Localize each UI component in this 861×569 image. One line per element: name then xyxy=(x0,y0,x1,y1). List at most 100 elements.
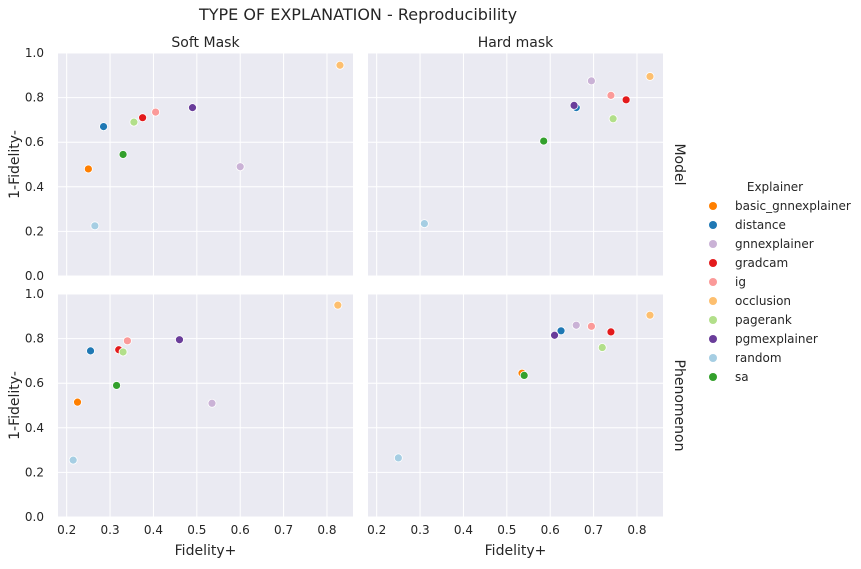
legend-marker xyxy=(709,259,717,267)
point-gnnexplainer xyxy=(587,76,596,86)
legend-marker xyxy=(709,335,717,343)
y-tick-label: 0.4 xyxy=(25,421,44,435)
point-basic_gnnexplainer xyxy=(83,164,93,174)
point-pgmexplainer xyxy=(175,335,184,345)
panel-phenomenon-soft-mask: 0.2 0.3 0.4 0.5 0.6 0.7 0.8 0.0 0.2 0.4 0.6 0.8 1.0 F… xyxy=(7,287,353,559)
point-pagerank xyxy=(118,347,128,357)
legend-item-pagerank: pagerank xyxy=(709,313,792,327)
x-tick-label: 0.6 xyxy=(231,523,250,537)
legend-item-gnnexplainer: gnnexplainer xyxy=(709,237,814,251)
column-label: Hard mask xyxy=(478,35,554,51)
point-sa xyxy=(112,381,121,390)
point-pagerank xyxy=(608,114,618,124)
point-pgmexplainer xyxy=(550,330,559,340)
x-tick-label: 0.4 xyxy=(454,523,473,537)
y-tick-label: 0.2 xyxy=(25,465,44,479)
y-tick-label: 1.0 xyxy=(25,287,44,301)
legend-marker xyxy=(709,316,717,324)
point-occlusion xyxy=(333,300,343,310)
y-tick-label: 0.4 xyxy=(25,180,44,194)
legend-marker xyxy=(709,240,717,248)
y-tick-label: 1.0 xyxy=(25,46,44,60)
point-sa xyxy=(539,136,549,146)
plot-area xyxy=(58,53,353,276)
chart-title: TYPE OF EXPLANATION - Reproducibility xyxy=(198,5,517,24)
legend: Explainer basic_gnnexplainer distance gnnex… xyxy=(709,180,851,384)
x-tick-label: 0.7 xyxy=(584,523,603,537)
x-tick-label: 0.6 xyxy=(541,523,560,537)
point-pgmexplainer xyxy=(569,101,579,110)
legend-marker xyxy=(709,202,717,210)
x-tick-label: 0.3 xyxy=(101,523,120,537)
x-tick-label: 0.8 xyxy=(627,523,646,537)
legend-item-basic_gnnexplainer: basic_gnnexplainer xyxy=(709,199,851,213)
point-ig xyxy=(151,107,161,117)
panel-model-hard-mask: Hard mask Model xyxy=(368,35,687,277)
point-sa xyxy=(519,370,529,380)
legend-item-ig: ig xyxy=(709,275,746,289)
x-tick-label: 0.2 xyxy=(367,523,386,537)
legend-label: ig xyxy=(735,275,746,289)
point-distance xyxy=(99,122,108,131)
legend-item-distance: distance xyxy=(709,218,786,232)
plot-area xyxy=(368,53,663,276)
x-axis-label: Fidelity+ xyxy=(485,543,547,559)
x-tick-label: 0.2 xyxy=(57,523,76,537)
point-gradcam xyxy=(606,327,616,337)
panel-phenomenon-hard-mask: 0.2 0.3 0.4 0.5 0.6 0.7 0.8 Phenomenon Fidelity+ xyxy=(367,293,687,559)
point-gnnexplainer xyxy=(235,162,245,172)
point-sa xyxy=(118,150,128,159)
row-label: Phenomenon xyxy=(671,360,687,452)
y-axis-label: 1-Fidelity- xyxy=(7,130,23,199)
panel-model-soft-mask: 0.0 0.2 0.4 0.6 0.8 1.0 Soft Mask 1-Fidelity- xyxy=(7,35,353,283)
y-tick-label: 0.8 xyxy=(25,91,44,105)
point-random xyxy=(393,453,403,463)
legend-label: sa xyxy=(735,370,749,384)
point-occlusion xyxy=(645,72,655,81)
x-tick-label: 0.5 xyxy=(187,523,206,537)
point-gradcam xyxy=(138,113,147,123)
legend-title: Explainer xyxy=(747,180,803,194)
y-tick-label: 0.0 xyxy=(25,510,44,524)
legend-marker xyxy=(709,278,717,286)
point-pgmexplainer xyxy=(188,103,197,113)
legend-item-random: random xyxy=(709,351,782,365)
row-label: Model xyxy=(671,143,687,185)
point-gnnexplainer xyxy=(571,320,581,330)
legend-item-pgmexplainer: pgmexplainer xyxy=(709,332,818,346)
y-tick-label: 0.8 xyxy=(25,332,44,346)
point-random xyxy=(419,219,429,228)
x-tick-label: 0.4 xyxy=(144,523,163,537)
point-basic_gnnexplainer xyxy=(73,397,82,407)
legend-label: occlusion xyxy=(735,294,791,308)
legend-label: random xyxy=(735,351,782,365)
point-ig xyxy=(606,90,616,100)
x-tick-label: 0.5 xyxy=(497,523,516,537)
legend-label: distance xyxy=(735,218,786,232)
legend-marker xyxy=(709,297,717,305)
legend-label: pgmexplainer xyxy=(735,332,818,346)
y-tick-label: 0.2 xyxy=(25,224,44,238)
legend-label: pagerank xyxy=(735,313,792,327)
point-ig xyxy=(123,336,132,346)
x-tick-label: 0.3 xyxy=(411,523,430,537)
point-pagerank xyxy=(129,117,139,127)
y-tick-label: 0.6 xyxy=(25,376,44,390)
column-label: Soft Mask xyxy=(171,35,240,51)
point-distance xyxy=(86,346,95,356)
legend-marker xyxy=(709,354,717,362)
point-ig xyxy=(587,321,596,331)
legend-item-sa: sa xyxy=(709,370,749,384)
y-axis-label: 1-Fidelity- xyxy=(7,371,23,440)
legend-marker xyxy=(709,373,717,381)
point-random xyxy=(68,455,78,465)
point-distance xyxy=(556,326,566,336)
x-tick-label: 0.8 xyxy=(317,523,336,537)
plot-area xyxy=(368,294,663,517)
y-tick-label: 0.0 xyxy=(25,269,44,283)
legend-label: gradcam xyxy=(735,256,788,270)
x-axis-label: Fidelity+ xyxy=(175,543,237,559)
legend-label: gnnexplainer xyxy=(735,237,814,251)
legend-item-gradcam: gradcam xyxy=(709,256,788,270)
